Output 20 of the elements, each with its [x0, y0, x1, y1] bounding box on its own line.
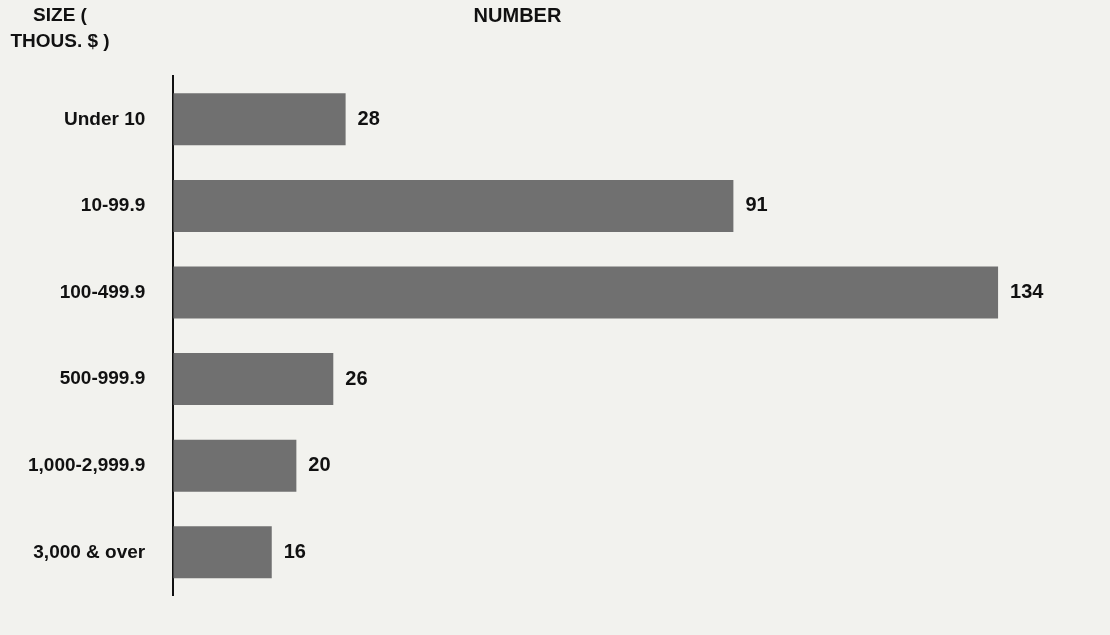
y-axis-title: SIZE ( THOUS. $ ) [9, 3, 111, 53]
bar [173, 439, 297, 492]
bar [173, 353, 334, 406]
y-tick-label: 3,000 & over [33, 540, 146, 562]
bar [173, 179, 734, 232]
data-label: 16 [283, 539, 306, 562]
bar [173, 526, 272, 579]
data-label: 20 [308, 453, 331, 476]
data-label: 91 [745, 193, 768, 216]
y-tick-label: 1,000-2,999.9 [28, 453, 146, 475]
data-label: 26 [345, 366, 368, 389]
chart-title: NUMBER [473, 3, 562, 26]
bar [173, 93, 346, 146]
y-tick-label: Under 10 [63, 107, 146, 129]
data-label: 134 [1010, 280, 1045, 303]
bar [173, 266, 999, 319]
y-tick-label: 100-499.9 [59, 280, 146, 302]
data-label: 28 [357, 106, 380, 129]
y-tick-label: 10-99.9 [80, 194, 146, 216]
y-tick-label: 500-999.9 [59, 367, 146, 389]
